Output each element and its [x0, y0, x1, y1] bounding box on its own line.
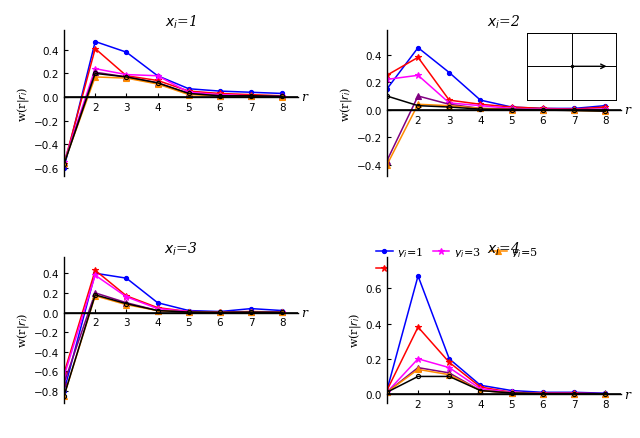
Text: r: r	[624, 388, 630, 401]
Title: $x_i$=4: $x_i$=4	[487, 240, 520, 257]
Y-axis label: w(r|$r_i$): w(r|$r_i$)	[15, 312, 31, 348]
Title: $x_i$=1: $x_i$=1	[165, 13, 196, 31]
Y-axis label: w(r|$r_i$): w(r|$r_i$)	[338, 86, 354, 121]
Y-axis label: w(r|$r_i$): w(r|$r_i$)	[347, 312, 363, 348]
Text: r: r	[624, 104, 630, 117]
Y-axis label: w(r|$r_i$): w(r|$r_i$)	[15, 86, 31, 121]
Title: $x_i$=2: $x_i$=2	[487, 13, 520, 31]
Text: r: r	[301, 306, 307, 319]
Title: $x_i$=3: $x_i$=3	[164, 240, 198, 257]
Legend: $y_i$=1, $y_i$=2, $y_i$=3, $y_i$=4, $y_i$=5, $y_i$=6: $y_i$=1, $y_i$=2, $y_i$=3, $y_i$=4, $y_i…	[376, 245, 538, 276]
Text: r: r	[301, 91, 307, 104]
